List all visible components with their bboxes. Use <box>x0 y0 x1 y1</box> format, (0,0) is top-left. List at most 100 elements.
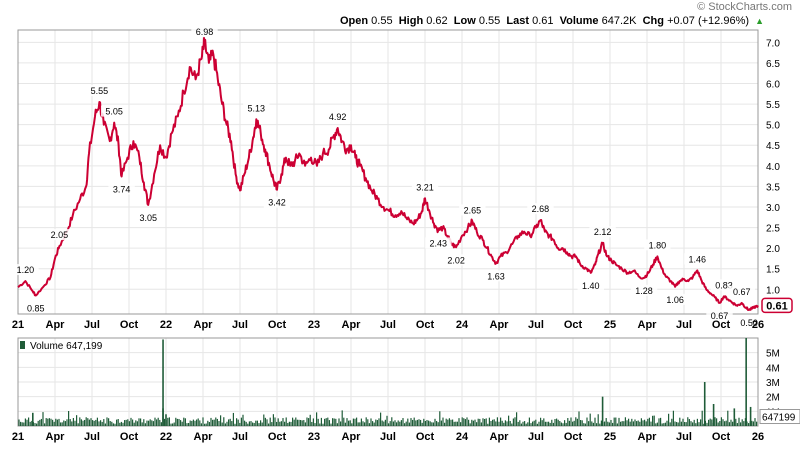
price-annotation: 2.65 <box>464 205 482 215</box>
last-price-marker: 0.61 <box>761 297 793 314</box>
high-label: High <box>398 15 424 27</box>
time-tick-label: Apr <box>490 319 510 331</box>
price-tick-label: 2.5 <box>766 224 780 235</box>
time-tick-label: Jul <box>84 431 100 443</box>
price-annotation: 3.05 <box>139 213 157 223</box>
volume-bars <box>18 338 758 426</box>
price-tick-label: 5.0 <box>766 121 780 132</box>
price-tick-label: 7.0 <box>766 38 780 49</box>
annotation-bg <box>108 183 135 195</box>
time-tick-label: 23 <box>308 319 320 331</box>
open-value: 0.55 <box>371 15 393 27</box>
annotation-bg <box>630 284 658 296</box>
annotation-bg <box>589 226 616 238</box>
price-tick-label: 3.5 <box>766 182 780 193</box>
time-tick-label: 22 <box>160 319 172 331</box>
annotation-bg <box>482 270 510 282</box>
volume-label: Volume <box>559 15 599 27</box>
time-tick-label: Apr <box>638 319 658 331</box>
chg-label: Chg <box>642 15 664 27</box>
price-annotation: 2.68 <box>532 204 550 214</box>
price-annotation: 1.40 <box>582 281 600 291</box>
price-line <box>17 36 759 311</box>
low-label: Low <box>453 15 476 27</box>
annotation-bg <box>263 196 291 208</box>
annotation-bg <box>710 279 738 291</box>
price-annotation: 2.05 <box>51 230 69 240</box>
time-tick-label: Jul <box>380 431 396 443</box>
time-tick-label: Apr <box>638 431 658 443</box>
time-tick-label: 24 <box>456 431 469 443</box>
chg-value: +0.07 (+12.96%) <box>667 15 750 27</box>
price-series-line <box>17 36 759 311</box>
time-tick-label: Jul <box>676 319 692 331</box>
time-tick-label: 21 <box>12 431 24 443</box>
last-volume-label: 647199 <box>762 413 796 424</box>
volume-value: 647.2K <box>601 15 637 27</box>
annotation-bg <box>706 309 733 321</box>
annotation-bg <box>191 26 218 38</box>
annotation-bg <box>644 239 671 251</box>
time-tick-label: 26 <box>752 431 764 443</box>
price-annotation: 3.74 <box>113 185 131 195</box>
price-annotation: 2.02 <box>447 255 465 265</box>
price-time-axis: 21 Apr Jul Oct 22 Apr Jul Oct 23 Apr Jul Oct 24 Apr Ju… <box>12 319 764 331</box>
price-annotation: 4.92 <box>329 112 347 122</box>
price-tick-label: 4.5 <box>766 141 780 152</box>
annotation-bg <box>101 105 128 117</box>
time-tick-label: Oct <box>712 319 731 331</box>
time-tick-label: Jul <box>528 431 544 443</box>
annotation-bg <box>411 181 439 193</box>
high-value: 0.62 <box>426 15 448 27</box>
time-tick-label: 21 <box>12 319 24 331</box>
price-panel-frame <box>17 29 759 315</box>
volume-legend-label: Volume 647,199 <box>30 341 103 352</box>
open-label: Open <box>339 15 369 27</box>
time-tick-label: Oct <box>120 431 139 443</box>
time-tick-label: 26 <box>752 319 764 331</box>
time-tick-label: Oct <box>268 319 287 331</box>
time-tick-label: Jul <box>528 319 544 331</box>
time-tick-label: 22 <box>160 431 172 443</box>
volume-legend: Volume 647,199 <box>20 341 103 352</box>
price-tick-label: 5.5 <box>766 100 780 111</box>
low-value: 0.55 <box>478 15 501 27</box>
price-tick-label: 6.0 <box>766 80 780 91</box>
time-tick-label: Apr <box>342 319 362 331</box>
price-annotation: 3.42 <box>268 198 286 208</box>
last-value: 0.61 <box>532 15 554 27</box>
time-tick-label: Apr <box>490 431 510 443</box>
annotation-bg <box>12 264 39 276</box>
price-annotation: 1.20 <box>17 265 35 275</box>
price-annotation: 1.80 <box>649 240 667 250</box>
volume-tick-label: 3M <box>766 378 780 389</box>
annotation-bg <box>728 285 755 297</box>
price-annotation: 2.12 <box>594 227 612 237</box>
time-tick-label: Oct <box>564 319 583 331</box>
price-annotation: 1.63 <box>487 271 505 281</box>
time-tick-label: Jul <box>84 319 100 331</box>
time-tick-label: Oct <box>712 431 731 443</box>
last-label: Last <box>506 15 530 27</box>
price-annotation: 0.85 <box>27 303 45 313</box>
time-tick-label: Apr <box>46 431 66 443</box>
annotation-bg <box>684 253 711 265</box>
quote-summary: Open 0.55 High 0.62 Low 0.55 Last 0.61 V… <box>340 15 764 27</box>
price-annotation: 5.05 <box>105 107 123 117</box>
annotation-bg <box>86 85 113 97</box>
time-tick-label: Oct <box>416 319 435 331</box>
time-tick-label: Oct <box>120 319 139 331</box>
time-tick-label: 24 <box>456 319 469 331</box>
time-tick-label: 23 <box>308 431 320 443</box>
time-tick-label: Apr <box>46 319 66 331</box>
volume-time-axis: 21 Apr Jul Oct 22 Apr Jul Oct 23 Apr Jul Oct 24 Apr Ju… <box>12 431 764 443</box>
price-tick-label: 1.0 <box>766 285 780 296</box>
price-tick-label: 6.5 <box>766 59 780 70</box>
time-tick-label: Oct <box>268 431 287 443</box>
price-annotation: 5.55 <box>91 86 109 96</box>
annotation-bg <box>661 293 689 305</box>
annotation-bg <box>22 302 49 314</box>
last-price-label: 0.61 <box>766 300 787 312</box>
time-tick-label: 25 <box>604 431 616 443</box>
time-tick-label: Apr <box>342 431 362 443</box>
